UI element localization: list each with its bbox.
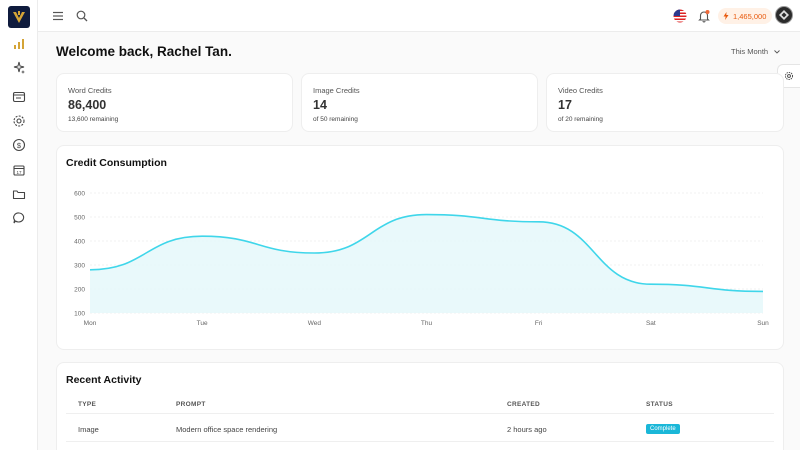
folder-icon[interactable] [11, 186, 27, 202]
status-badge: Complete [646, 424, 680, 434]
x-tick-label: Wed [308, 320, 322, 327]
series-line [89, 213, 764, 293]
x-tick-label: Mon [84, 320, 97, 327]
chart-title: Credit Consumption [66, 157, 167, 169]
col-header-prompt: PROMPT [176, 401, 206, 408]
word-credits-card: Word Credits 86,400 13,600 remaining [56, 73, 293, 132]
chat-icon[interactable] [11, 210, 27, 226]
y-tick-label: 300 [74, 263, 85, 270]
page-title: Welcome back, Rachel Tan. [56, 44, 232, 59]
y-tick-label: 100 [74, 311, 85, 318]
row-type: Image [78, 425, 99, 434]
period-dropdown[interactable]: This Month [731, 47, 780, 56]
col-header-created: CREATED [507, 401, 541, 408]
image-credits-card: Image Credits 14 of 50 remaining [301, 73, 538, 132]
stat-label: Video Credits [558, 86, 603, 95]
stat-label: Word Credits [68, 86, 112, 95]
row-prompt[interactable]: Modern office space rendering [176, 425, 278, 434]
us-flag-icon[interactable] [672, 8, 688, 24]
top-bar: 1,465,000 [38, 0, 800, 32]
app-logo[interactable] [8, 6, 30, 28]
search-icon[interactable] [74, 8, 90, 24]
credit-consumption-chart: 100 200 300 400 500 600 Mon Tue Wed Thu Fri Sat Sun [74, 191, 769, 328]
sparkle-icon[interactable] [11, 60, 27, 76]
y-tick-label: 400 [74, 239, 85, 246]
settings-icon[interactable] [11, 113, 27, 129]
col-header-type: TYPE [78, 401, 97, 408]
gear-icon [784, 71, 794, 81]
credits-balance-value: 1,465,000 [733, 11, 767, 21]
col-header-status: STATUS [646, 401, 673, 408]
credits-balance-pill[interactable]: 1,465,000 [718, 8, 773, 24]
logo-mark-icon [13, 11, 25, 23]
recent-activity-card [56, 362, 784, 450]
avatar-logo-icon [779, 10, 789, 20]
dollar-icon[interactable]: $ [11, 137, 27, 153]
y-tick-label: 200 [74, 287, 85, 294]
x-tick-label: Sun [757, 320, 769, 327]
chevron-down-icon [774, 49, 780, 54]
y-tick-label: 600 [74, 191, 85, 198]
lightning-icon [723, 12, 729, 20]
table-divider [66, 413, 774, 414]
video-credits-card: Video Credits 17 of 20 remaining [546, 73, 784, 132]
user-avatar[interactable] [775, 6, 793, 24]
y-tick-label: 500 [74, 215, 85, 222]
stat-sub: of 20 remaining [558, 116, 603, 123]
menu-icon[interactable] [50, 8, 66, 24]
analytics-icon[interactable] [11, 36, 27, 52]
stat-value: 14 [313, 98, 327, 112]
bell-icon[interactable] [696, 8, 712, 24]
row-created: 2 hours ago [507, 425, 547, 434]
calendar-icon[interactable]: 17 [11, 162, 27, 178]
series-area [90, 214, 763, 313]
svg-text:$: $ [17, 141, 22, 150]
x-tick-label: Fri [535, 320, 543, 327]
stat-sub: 13,600 remaining [68, 116, 119, 123]
x-tick-label: Thu [421, 320, 433, 327]
stat-sub: of 50 remaining [313, 116, 358, 123]
x-tick-label: Tue [197, 320, 208, 327]
x-tick-label: Sat [646, 320, 656, 327]
stat-value: 86,400 [68, 98, 107, 112]
browser-icon[interactable] [11, 89, 27, 105]
stat-label: Image Credits [313, 86, 360, 95]
table-divider [66, 441, 774, 442]
sidebar: $ 17 [0, 0, 38, 450]
svg-text:17: 17 [16, 170, 22, 175]
activity-title: Recent Activity [66, 374, 142, 386]
period-selected-value: This Month [731, 47, 769, 56]
stat-value: 17 [558, 98, 572, 112]
